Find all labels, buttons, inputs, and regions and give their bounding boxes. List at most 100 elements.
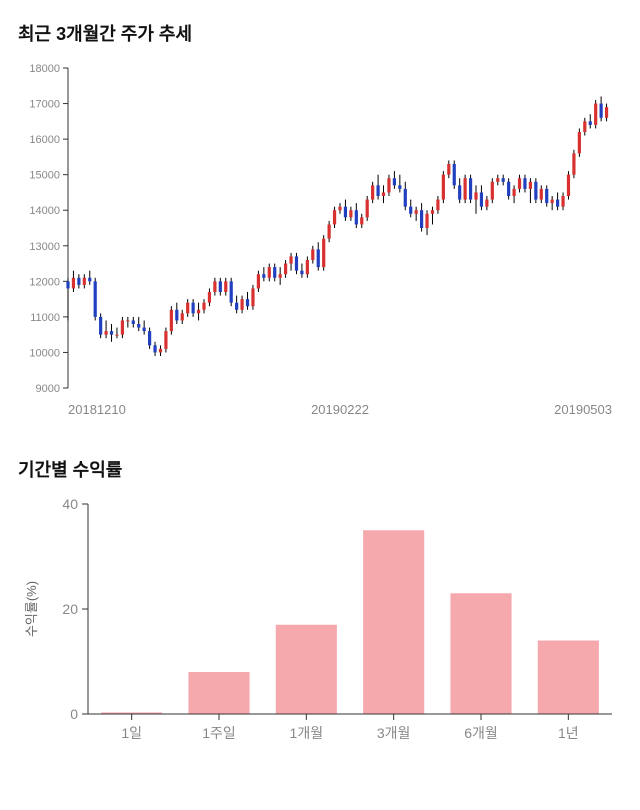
candle-body bbox=[442, 175, 445, 200]
candle-body bbox=[355, 210, 358, 224]
candle-body bbox=[88, 278, 91, 282]
ytick-label: 18000 bbox=[29, 63, 60, 75]
candle-body bbox=[436, 200, 439, 211]
candle-body bbox=[104, 331, 107, 335]
candle-body bbox=[251, 288, 254, 306]
candle-body bbox=[376, 185, 379, 196]
candle-body bbox=[192, 303, 195, 314]
ytick-label: 13000 bbox=[29, 241, 60, 253]
candle-body bbox=[496, 178, 499, 182]
candle-body bbox=[219, 281, 222, 292]
ytick-label: 11000 bbox=[30, 312, 60, 324]
candle-body bbox=[545, 189, 548, 203]
xtick-label: 1년 bbox=[558, 725, 579, 741]
candle-body bbox=[159, 349, 162, 353]
candle-body bbox=[349, 210, 352, 217]
candle-body bbox=[338, 207, 341, 211]
bar-title: 기간별 수익률 bbox=[18, 456, 622, 482]
bar-chart: 020401일1주일1개월3개월6개월1년수익률(%) bbox=[18, 494, 622, 754]
candle-body bbox=[295, 256, 298, 270]
candle-body bbox=[398, 185, 401, 189]
candle-body bbox=[431, 210, 434, 214]
candle-body bbox=[393, 178, 396, 185]
candle-body bbox=[551, 200, 554, 204]
candle-body bbox=[284, 264, 287, 275]
bar bbox=[450, 593, 511, 714]
candle-body bbox=[181, 313, 184, 320]
candle-body bbox=[208, 292, 211, 303]
candle-body bbox=[474, 192, 477, 199]
candle-body bbox=[572, 153, 575, 174]
candle-body bbox=[420, 210, 423, 228]
candle-body bbox=[77, 278, 80, 285]
candle-body bbox=[143, 328, 146, 332]
candle-body bbox=[328, 224, 331, 238]
candle-body bbox=[366, 200, 369, 218]
xtick-label: 6개월 bbox=[464, 725, 498, 741]
candle-body bbox=[567, 175, 570, 196]
candle-body bbox=[371, 185, 374, 199]
bar bbox=[363, 530, 424, 714]
candle-body bbox=[289, 256, 292, 263]
candle-body bbox=[529, 182, 532, 189]
candlestick-title: 최근 3개월간 주가 추세 bbox=[18, 20, 622, 46]
ytick-label: 12000 bbox=[29, 276, 60, 288]
candle-body bbox=[246, 299, 249, 306]
candle-body bbox=[491, 182, 494, 200]
candle-body bbox=[153, 345, 156, 352]
candle-body bbox=[409, 207, 412, 214]
ytick-label: 10000 bbox=[29, 347, 60, 359]
candle-body bbox=[415, 210, 418, 214]
candle-body bbox=[235, 303, 238, 310]
candle-body bbox=[224, 281, 227, 292]
candle-body bbox=[306, 260, 309, 274]
candle-body bbox=[311, 249, 314, 260]
ytick-label: 16000 bbox=[29, 134, 60, 146]
candle-body bbox=[534, 182, 537, 200]
xtick-label: 3개월 bbox=[377, 725, 411, 741]
candle-body bbox=[322, 239, 325, 267]
xtick-label: 1일 bbox=[121, 725, 142, 741]
xtick-label: 20190503 bbox=[554, 402, 612, 417]
candle-body bbox=[240, 299, 243, 310]
candle-body bbox=[230, 281, 233, 302]
candle-body bbox=[480, 192, 483, 206]
candle-body bbox=[99, 317, 102, 335]
ytick-label: 20 bbox=[62, 601, 78, 617]
xtick-label: 20190222 bbox=[311, 402, 369, 417]
ytick-label: 40 bbox=[62, 496, 78, 512]
candle-body bbox=[447, 164, 450, 175]
candle-body bbox=[561, 196, 564, 207]
candle-body bbox=[110, 331, 113, 335]
candle-body bbox=[344, 207, 347, 218]
candlestick-chart: 9000100001100012000130001400015000160001… bbox=[18, 58, 622, 428]
candle-body bbox=[83, 278, 86, 285]
candle-body bbox=[605, 107, 608, 118]
candle-body bbox=[257, 274, 260, 288]
candle-body bbox=[540, 189, 543, 200]
candle-body bbox=[170, 310, 173, 331]
candle-body bbox=[512, 189, 515, 196]
candle-body bbox=[197, 310, 200, 314]
candle-body bbox=[273, 267, 276, 278]
candle-body bbox=[387, 178, 390, 192]
candle-body bbox=[317, 249, 320, 267]
candle-body bbox=[186, 303, 189, 314]
bar bbox=[188, 672, 249, 714]
candle-body bbox=[464, 178, 467, 199]
ytick-label: 17000 bbox=[29, 99, 60, 111]
ytick-label: 0 bbox=[70, 706, 78, 722]
candle-body bbox=[425, 214, 428, 228]
candle-body bbox=[262, 274, 265, 278]
candle-body bbox=[333, 210, 336, 224]
candle-body bbox=[469, 178, 472, 199]
candle-body bbox=[404, 189, 407, 207]
bar bbox=[538, 641, 599, 715]
candle-body bbox=[268, 267, 271, 278]
candle-body bbox=[502, 178, 505, 182]
candle-body bbox=[213, 281, 216, 292]
candle-body bbox=[360, 217, 363, 224]
xtick-label: 1주일 bbox=[202, 725, 236, 741]
candle-body bbox=[132, 320, 135, 324]
candle-body bbox=[594, 104, 597, 125]
